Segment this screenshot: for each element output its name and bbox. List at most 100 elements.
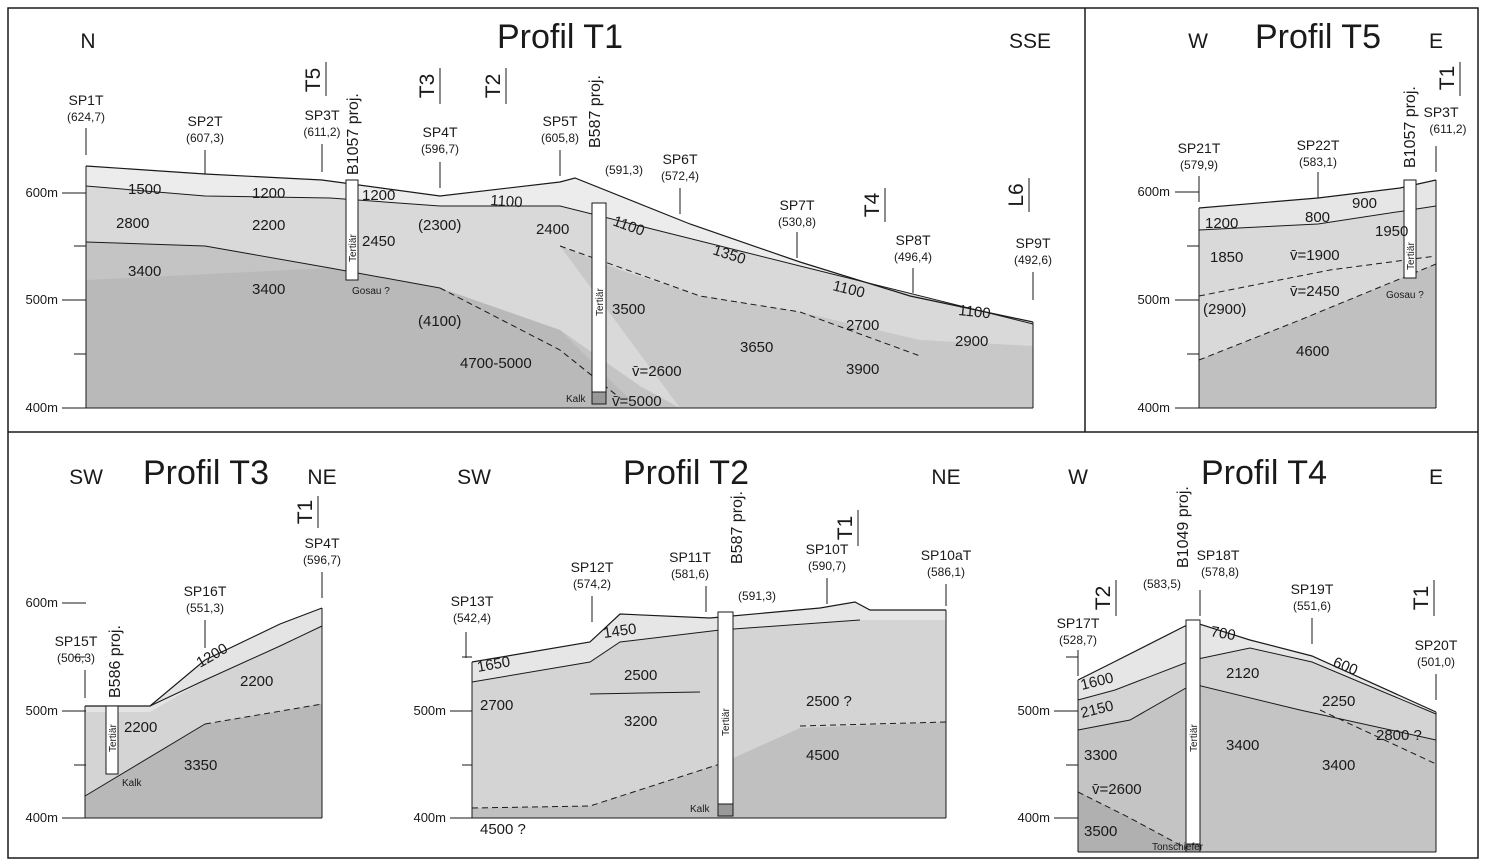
t4-axis-500: 500m [1017, 703, 1050, 718]
t4-sp19: SP19T [1291, 581, 1334, 597]
svg-text:v̄=2450: v̄=2450 [1290, 283, 1340, 300]
t1-interface-2 [85, 241, 441, 289]
t1-sp4: SP4T [422, 124, 457, 140]
t1-axis-500: 500m [25, 292, 58, 307]
svg-text:2500: 2500 [624, 667, 657, 684]
svg-text:(542,4): (542,4) [453, 611, 491, 625]
t2-sp12: SP12T [571, 559, 614, 575]
t5-dir-left: W [1188, 30, 1208, 53]
t4-title: Profil T4 [1201, 454, 1327, 492]
svg-text:(590,7): (590,7) [808, 559, 846, 573]
t4-interface-dashed [1319, 709, 1437, 765]
svg-text:B1057 proj.: B1057 proj. [345, 93, 362, 175]
svg-text:v̄=1900: v̄=1900 [1290, 247, 1340, 264]
svg-text:900: 900 [1352, 195, 1377, 212]
t4-axis-400: 400m [1017, 810, 1050, 825]
t1-dir-right: SSE [1009, 30, 1051, 53]
svg-text:(492,6): (492,6) [1014, 253, 1052, 267]
svg-text:1200: 1200 [362, 187, 395, 204]
t1-sp1: SP1T [68, 92, 103, 108]
t1-sp3: SP3T [304, 107, 339, 123]
t5-axis-500: 500m [1137, 292, 1170, 307]
svg-text:4700-5000: 4700-5000 [460, 355, 532, 372]
svg-text:2700: 2700 [480, 697, 513, 714]
svg-text:Tertiär: Tertiär [595, 288, 606, 316]
t2-interface-1 [471, 619, 861, 683]
t5-layer-3 [1199, 264, 1436, 408]
t1-axis-400: 400m [25, 400, 58, 415]
t1-sp5: SP5T [542, 113, 577, 129]
svg-text:Tertiär: Tertiär [108, 724, 119, 752]
t5-interface-1 [1198, 205, 1437, 231]
t5-cross-t1: T1 [1436, 66, 1459, 91]
t3-interface-1 [149, 625, 323, 707]
t3-sp15: SP15T [55, 633, 98, 649]
svg-text:(624,7): (624,7) [67, 110, 105, 124]
svg-text:3350: 3350 [184, 757, 217, 774]
svg-text:(596,7): (596,7) [421, 142, 459, 156]
t3-interface-2 [84, 723, 206, 797]
svg-text:(530,8): (530,8) [778, 215, 816, 229]
svg-text:3650: 3650 [740, 339, 773, 356]
svg-text:3400: 3400 [128, 263, 161, 280]
profile-t4: 500m 400m Profil T4 W E T2 T1 SP17T (528… [1017, 454, 1457, 853]
svg-text:4600: 4600 [1296, 343, 1329, 360]
t5-velocity-labels: 1200 800 900 1850 v̄=1900 1950 v̄=2450 (… [1203, 195, 1408, 360]
svg-text:(574,2): (574,2) [573, 577, 611, 591]
t3-sp16: SP16T [184, 583, 227, 599]
svg-text:2400: 2400 [536, 221, 569, 238]
svg-text:(579,9): (579,9) [1180, 158, 1218, 172]
figure-frame [7, 7, 1479, 859]
svg-text:2500 ?: 2500 ? [806, 693, 852, 710]
t2-velocity-labels: 1650 1450 2500 2700 3200 2500 ? 4500 450… [476, 620, 852, 838]
t3-axis-400: 400m [25, 810, 58, 825]
svg-text:700: 700 [1209, 623, 1237, 644]
svg-text:(2900): (2900) [1203, 301, 1246, 318]
svg-text:(605,8): (605,8) [541, 131, 579, 145]
t1-sp6: SP6T [662, 151, 697, 167]
svg-text:v̄=5000: v̄=5000 [612, 393, 662, 410]
svg-text:3300: 3300 [1084, 747, 1117, 764]
t5-interface-dashed [1198, 255, 1437, 297]
svg-text:3500: 3500 [1084, 823, 1117, 840]
t2-cross-t1: T1 [834, 516, 857, 541]
t1-sp2: SP2T [187, 113, 222, 129]
svg-text:B1057 proj.: B1057 proj. [1402, 86, 1419, 168]
svg-text:Tertiär: Tertiär [721, 708, 732, 736]
t5-sp3: SP3T [1423, 104, 1458, 120]
svg-text:1500: 1500 [128, 181, 161, 198]
t5-borehole-b1057: Tertiär B1057 proj. Gosau ? [1386, 86, 1424, 301]
svg-text:(583,1): (583,1) [1299, 155, 1337, 169]
svg-text:T4: T4 [861, 192, 884, 217]
t4-sp20: SP20T [1415, 637, 1458, 653]
profile-t2: 500m 400m Profil T2 SW NE T1 SP13T (542,… [413, 454, 971, 838]
t3-dir-right: NE [307, 466, 336, 489]
svg-text:(2300): (2300) [418, 217, 461, 234]
svg-text:Kalk: Kalk [122, 778, 142, 789]
svg-text:(496,4): (496,4) [894, 250, 932, 264]
t5-title: Profil T5 [1255, 18, 1381, 56]
t1-layer-4 [86, 268, 640, 408]
svg-text:2800 ?: 2800 ? [1376, 727, 1422, 744]
svg-text:3400: 3400 [252, 281, 285, 298]
t4-borehole-b1049: Tertiär B1049 proj. (583,5) Tonschiefer [1143, 486, 1204, 853]
t5-sp21: SP21T [1178, 140, 1221, 156]
svg-text:(591,3): (591,3) [605, 163, 643, 177]
t2-dir-right: NE [931, 466, 960, 489]
svg-text:3500: 3500 [612, 301, 645, 318]
svg-text:(506,3): (506,3) [57, 651, 95, 665]
svg-text:3400: 3400 [1226, 737, 1259, 754]
svg-text:Gosau ?: Gosau ? [1386, 290, 1424, 301]
t3-layer-3 [85, 704, 322, 818]
svg-text:(591,3): (591,3) [738, 589, 776, 603]
svg-text:(551,6): (551,6) [1293, 599, 1331, 613]
svg-text:(578,8): (578,8) [1201, 565, 1239, 579]
t5-axis-400: 400m [1137, 400, 1170, 415]
svg-text:(596,7): (596,7) [303, 553, 341, 567]
t1-interface-dashed-2 [559, 245, 921, 357]
svg-text:800: 800 [1305, 209, 1330, 226]
svg-text:2200: 2200 [240, 673, 273, 690]
t1-sp9: SP9T [1015, 235, 1050, 251]
svg-text:(551,3): (551,3) [186, 601, 224, 615]
